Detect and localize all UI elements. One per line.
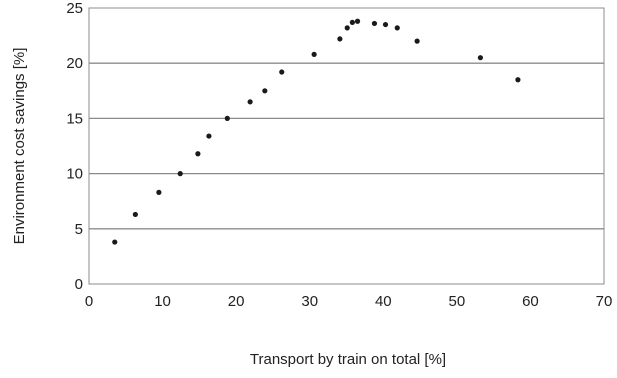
x-tick-label: 30 bbox=[301, 293, 318, 310]
data-point bbox=[382, 21, 389, 28]
data-point bbox=[132, 211, 138, 218]
data-point bbox=[394, 25, 400, 31]
data-point bbox=[112, 239, 118, 245]
x-axis-label: Transport by train on total [%] bbox=[250, 351, 446, 368]
data-point bbox=[262, 88, 268, 94]
x-tick-label: 40 bbox=[375, 293, 392, 310]
y-tick-label: 25 bbox=[66, 0, 83, 17]
x-tick-label: 70 bbox=[596, 293, 613, 310]
y-tick-label: 20 bbox=[66, 55, 83, 72]
plot-area-frame bbox=[88, 7, 605, 285]
data-point bbox=[337, 36, 343, 42]
x-tick-label: 50 bbox=[449, 293, 466, 310]
data-point bbox=[279, 69, 285, 75]
data-point bbox=[371, 20, 378, 27]
y-axis-label: Environment cost savings [%] bbox=[11, 48, 28, 245]
data-point bbox=[224, 115, 230, 121]
data-point bbox=[177, 171, 183, 177]
data-point bbox=[311, 51, 317, 57]
y-tick-label: 15 bbox=[66, 110, 83, 127]
data-point bbox=[477, 55, 483, 61]
x-tick-label: 0 bbox=[85, 293, 93, 310]
y-tick-label: 5 bbox=[75, 221, 83, 238]
x-tick-label: 10 bbox=[154, 293, 171, 310]
y-tick-label: 10 bbox=[66, 166, 83, 183]
y-axis-ticks: 0 5 10 15 20 25 bbox=[66, 0, 83, 293]
x-axis-ticks: 0 10 20 30 40 50 60 70 bbox=[85, 293, 613, 310]
data-point bbox=[349, 19, 355, 25]
grid-lines bbox=[89, 62, 604, 230]
y-tick-label: 0 bbox=[75, 276, 83, 293]
data-point bbox=[354, 18, 361, 24]
data-point bbox=[206, 133, 212, 139]
data-point bbox=[344, 25, 350, 31]
data-point bbox=[195, 151, 201, 157]
data-point bbox=[414, 38, 420, 44]
data-point bbox=[515, 77, 521, 83]
data-point bbox=[156, 189, 162, 195]
data-points bbox=[112, 18, 521, 245]
x-tick-label: 20 bbox=[228, 293, 245, 310]
x-tick-label: 60 bbox=[522, 293, 539, 310]
data-point bbox=[247, 99, 253, 105]
